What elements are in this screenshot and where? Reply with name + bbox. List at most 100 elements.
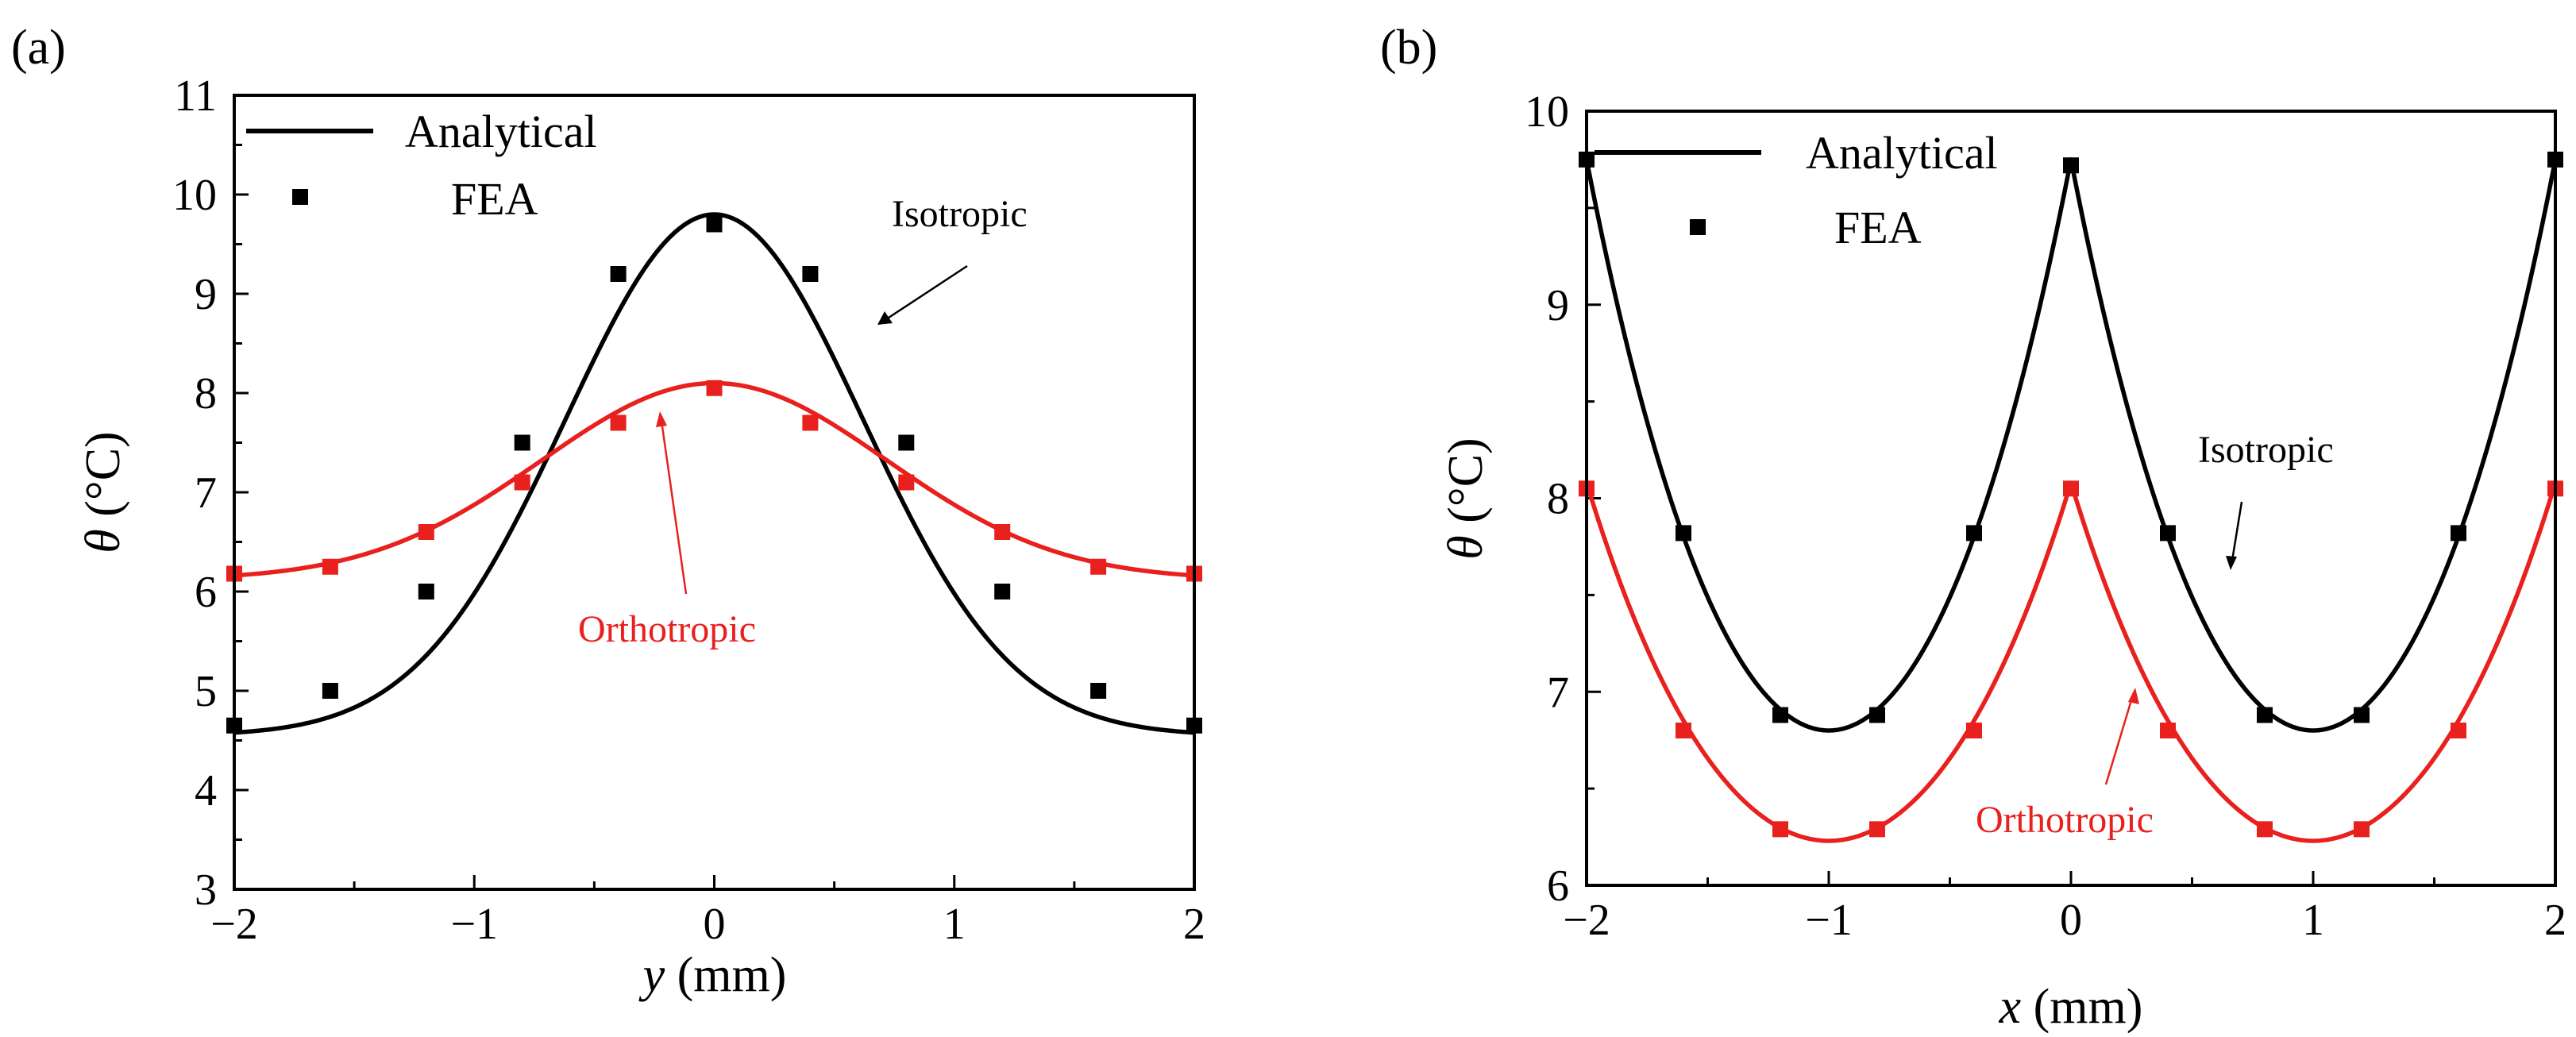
panel-b-series-isotropic-line [1584,157,2558,733]
panel-b-x-axis-title: x (mm) [1999,980,2143,1034]
panel-b-label: (b) [1380,21,1437,75]
panel-b-series-orthotropic-fea-point [1676,723,1691,738]
panel-b-series-orthotropic-fea-point [1966,723,1982,738]
panel-b-legend: Analytical FEA [1595,127,1998,253]
panel-a-series-isotropic-fea-point [418,584,434,599]
panel-a-series-orthotropic-fea-point [610,414,627,431]
panel-a-series-isotropic-fea-point [994,584,1011,599]
panel-b-series-orthotropic-fea-point [1772,821,1788,838]
panel-a-xtick-label: −1 [450,900,498,949]
panel-a-xtick-label: 2 [1183,900,1205,949]
panel-a-xtick-label: 0 [704,900,726,949]
panel-b-annotation-orthotropic: Orthotropic [1976,799,2154,841]
panel-a-annotation-isotropic: Isotropic [892,193,1028,235]
panel-a-series-orthotropic-line [233,380,1195,578]
panel-b-series-orthotropic-fea-point [2257,821,2273,838]
panel-a-arrowhead-isotropic [877,311,893,325]
panel-b-series-orthotropic-fea-point [2354,821,2370,838]
panel-b-ytick-label: 10 [1525,87,1569,137]
panel-a-series-isotropic-fea-point [610,266,627,282]
panel-b-series-isotropic-fea-point [2451,525,2466,542]
panel-b-ytick-label: 7 [1547,668,1569,717]
panel-b-legend-analytical: Analytical [1806,127,1998,179]
panel-b-series-orthotropic-fea-point [2160,723,2176,738]
panel-a-ytick-label: 7 [195,468,217,518]
panel-a-legend: Analytical FEA [246,106,597,225]
panel-a-series-orthotropic-fea-point [418,524,434,540]
panel-b-plot-frame [1585,110,2557,887]
panel-b-series-isotropic-fea-point [1676,525,1691,542]
panel-b-series-orthotropic-line [1584,480,2558,843]
panel-b-series-isotropic-fea-point [1869,707,1885,723]
panel-b-tick-labels: −2 −1 0 1 2 6 7 8 9 10 [1525,87,2566,945]
panel-a-arrowhead-orthotropic [656,411,667,427]
panel-a-series-isotropic-line [233,212,1195,735]
panel-a-curves [233,212,1195,735]
panel-b-xtick-label: 1 [2302,896,2324,945]
panel-b-xtick-label: −1 [1805,896,1853,945]
panel-b: (b) −2 −1 0 1 2 6 7 8 9 10 θ (°C) x (mm) Analytic… [1380,21,2566,1034]
panel-a-xtick-label: 1 [943,900,966,949]
panel-b-series-isotropic-fea-point [2257,707,2273,723]
panel-a: (a) −2 −1 0 1 2 3 4 5 6 7 8 9 10 11 θ (°C) y (mm) Ana… [11,21,1205,1002]
panel-a-series-orthotropic-fea-point [514,474,530,491]
panel-b-series-isotropic-fea-point [1772,707,1788,723]
panel-a-ytick-label: 4 [195,766,217,815]
panel-b-series-orthotropic-fea-point [1869,821,1885,838]
panel-b-ytick-label: 6 [1547,862,1569,911]
panel-b-series-orthotropic-fea-point [2451,723,2466,738]
panel-b-series-orthotropic-fea-point [2063,480,2079,497]
panel-a-ytick-label: 3 [195,865,217,915]
panel-a-series-orthotropic-fea-point [802,414,819,431]
panel-b-arrow-orthotropic [2104,692,2135,785]
panel-a-series-orthotropic-fea-point [994,524,1011,540]
panel-a-series-isotropic-fea-point [898,434,915,451]
panel-a-arrow-orthotropic [659,414,688,595]
panel-a-series-orthotropic-fea-point [322,558,338,575]
panel-a-series-orthotropic-fea-point [1090,558,1107,575]
panel-b-series-isotropic-fea-point [2354,707,2370,723]
panel-a-series-isotropic-fea-point [1090,683,1107,699]
panel-b-series-isotropic-fea-point [1966,525,1982,542]
panel-a-legend-analytical: Analytical [405,106,597,157]
panel-a-x-axis-title: y (mm) [638,948,787,1002]
panel-a-ytick-label: 10 [172,171,217,220]
panel-a-series-isotropic-fea-point [802,266,819,282]
panel-a-plot-frame [233,94,1196,891]
panel-b-legend-fea: FEA [1834,202,1922,253]
panel-a-series-isotropic-fea-point [706,216,723,233]
panel-a-series-isotropic-fea-point [322,683,338,699]
panel-b-ytick-label: 8 [1547,475,1569,524]
panel-b-arrowhead-isotropic [2226,556,2237,570]
panel-b-ytick-label: 9 [1547,281,1569,330]
panel-a-ytick-label: 5 [195,667,217,716]
panel-a-series-isotropic-fea-point [514,434,530,451]
panel-a-arrow-isotropic [878,264,968,326]
panel-a-ytick-label: 8 [195,369,217,418]
panel-b-legend-marker [1690,219,1706,235]
panel-a-ytick-label: 9 [195,270,217,319]
panel-b-arrowhead-orthotropic [2128,688,2139,704]
panel-a-ytick-label: 11 [174,71,217,121]
panel-a-series-orthotropic-fea-point [706,380,723,396]
panel-a-xtick-label: −2 [210,900,258,949]
panel-b-series-isotropic-fea-point [2160,525,2176,542]
panel-b-fea-markers [1579,151,2563,838]
panel-a-fea-markers [226,216,1202,734]
panel-b-xtick-label: 2 [2544,896,2566,945]
panel-a-ytick-label: 6 [195,568,217,617]
panel-a-annotation-orthotropic: Orthotropic [578,608,756,650]
panel-b-annotation-isotropic: Isotropic [2198,429,2334,471]
panel-b-xtick-label: 0 [2060,896,2082,945]
panel-a-legend-fea: FEA [451,173,538,225]
panel-b-curves [1584,157,2558,843]
panel-a-y-axis-title: θ (°C) [76,431,130,553]
panel-b-ticks [1585,110,2557,887]
panel-b-xtick-label: −2 [1563,896,1610,945]
panel-a-label: (a) [11,21,66,75]
panel-a-series-orthotropic-fea-point [898,474,915,491]
panel-a-legend-marker [292,189,308,205]
panel-b-series-isotropic-fea-point [2063,157,2079,174]
panel-a-tick-labels: −2 −1 0 1 2 3 4 5 6 7 8 9 10 11 [172,71,1205,949]
